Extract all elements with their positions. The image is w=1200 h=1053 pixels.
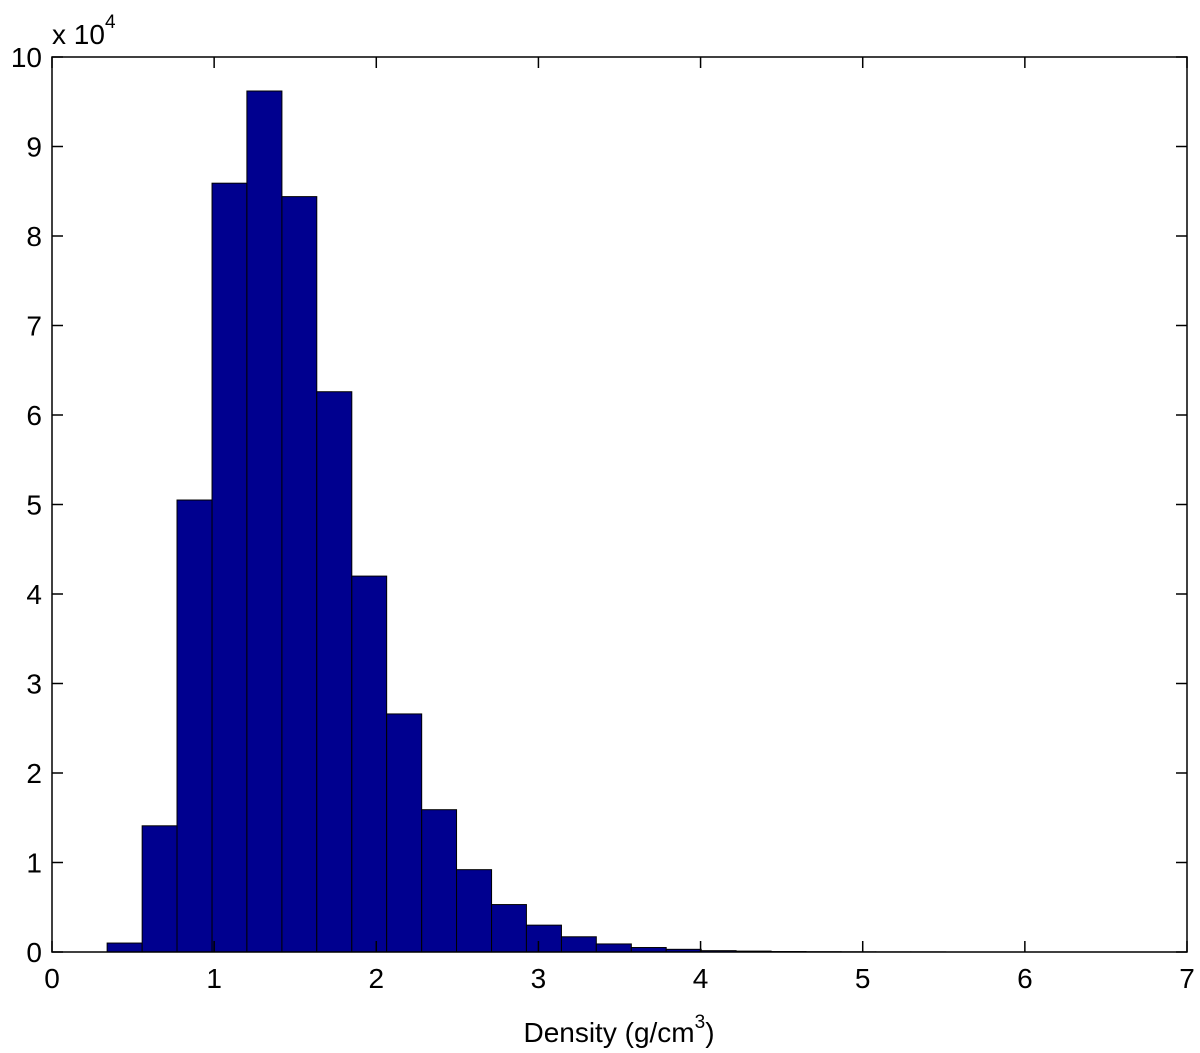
x-tick-label: 6 <box>1017 963 1033 994</box>
x-tick-label: 5 <box>855 963 871 994</box>
bar <box>456 869 493 953</box>
bar <box>421 809 458 953</box>
x-tick-label: 2 <box>368 963 384 994</box>
y-tick-label: 8 <box>26 221 42 252</box>
x-label-text: Density (g/cm <box>523 1017 694 1048</box>
bar <box>491 904 527 953</box>
bar <box>106 942 143 953</box>
x-tick-label: 4 <box>693 963 709 994</box>
bar <box>176 499 213 953</box>
x-tick-label: 3 <box>531 963 547 994</box>
x-tick-label: 1 <box>206 963 222 994</box>
bar <box>595 943 632 953</box>
y-tick-label: 4 <box>26 579 42 610</box>
y-multiplier-exponent: 4 <box>105 12 116 33</box>
y-tick-label: 5 <box>26 490 42 521</box>
bar <box>246 90 283 953</box>
x-axis-label: Density (g/cm3) <box>523 1012 714 1048</box>
bar <box>560 936 597 953</box>
bar <box>211 182 248 953</box>
bar <box>281 196 318 953</box>
y-tick-label: 9 <box>26 132 42 163</box>
bar <box>386 713 423 953</box>
bar <box>351 575 388 953</box>
y-tick-label: 0 <box>26 937 42 968</box>
y-multiplier-base: x 10 <box>52 19 105 50</box>
bar <box>525 924 562 953</box>
y-tick-label: 1 <box>26 848 42 879</box>
y-multiplier: x 104 <box>52 12 116 50</box>
x-tick-label: 0 <box>44 963 60 994</box>
y-tick-label: 6 <box>26 400 42 431</box>
y-tick-label: 10 <box>11 42 42 73</box>
y-tick-label: 3 <box>26 669 42 700</box>
x-label-superscript: 3 <box>695 1012 706 1033</box>
y-tick-label: 7 <box>26 311 42 342</box>
x-label-suffix: ) <box>705 1017 714 1048</box>
bar <box>316 391 353 953</box>
bar <box>141 825 178 953</box>
y-tick-label: 2 <box>26 758 42 789</box>
x-tick-label: 7 <box>1179 963 1195 994</box>
